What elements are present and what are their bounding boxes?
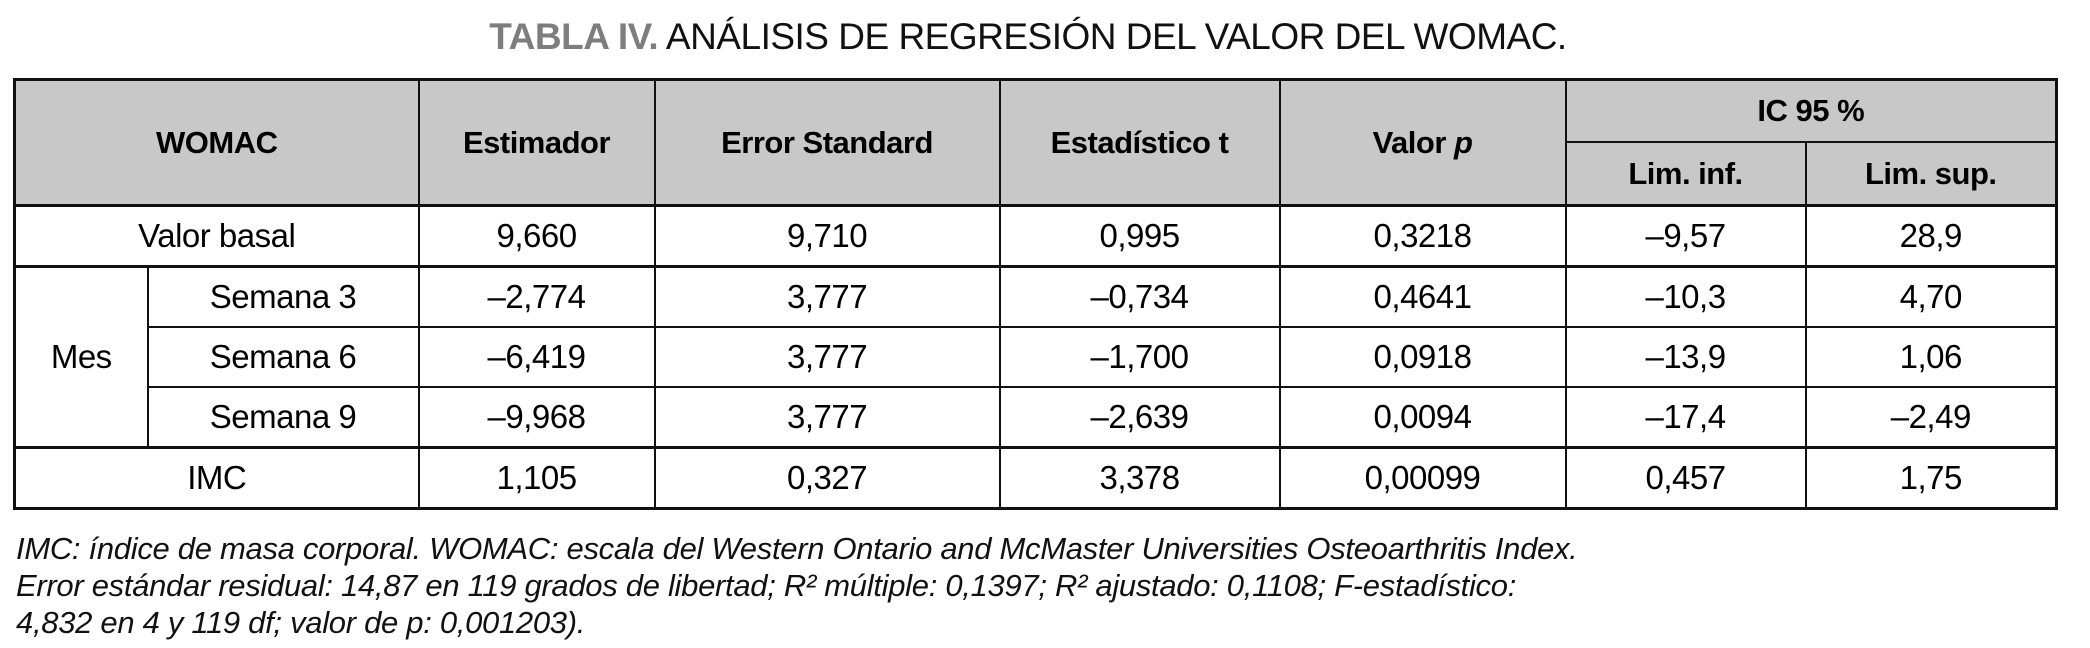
row-label-semana-3: Semana 3 (146, 265, 420, 328)
col-header-error-standard: Error Standard (653, 78, 1001, 207)
cell: 0,0094 (1278, 386, 1567, 449)
cell: –9,57 (1564, 204, 1807, 268)
cell: 9,710 (653, 204, 1001, 268)
header-row-2: Lim. inf. Lim. sup. (15, 141, 2058, 207)
cell: 0,4641 (1278, 265, 1567, 328)
cell: 3,777 (653, 386, 1001, 449)
cell: 3,777 (653, 265, 1001, 328)
footnote-line-3: 4,832 en 4 y 119 df; valor de p: 0,00120… (16, 605, 586, 640)
table-row-valor-basal: Valor basal 9,660 9,710 0,995 0,3218 –9,… (13, 204, 2058, 268)
cell: –17,4 (1564, 386, 1807, 449)
table-title-text: ANÁLISIS DE REGRESIÓN DEL VALOR DEL WOMA… (658, 16, 1567, 57)
valor-label: Valor (1372, 124, 1455, 160)
cell: 4,70 (1804, 265, 2058, 328)
cell: 0,00099 (1278, 446, 1567, 510)
table-footnotes: IMC: índice de masa corporal. WOMAC: esc… (16, 530, 2066, 641)
cell: –2,774 (417, 265, 656, 328)
cell: –6,419 (417, 326, 656, 388)
table-row-semana-9: Semana 9 –9,968 3,777 –2,639 0,0094 –17,… (15, 386, 2058, 449)
cell: 1,75 (1804, 446, 2058, 510)
table-title-label: TABLA IV. (489, 16, 659, 57)
table-title: TABLA IV. ANÁLISIS DE REGRESIÓN DEL VALO… (0, 16, 2056, 58)
table-row-semana-3: Mes Semana 3 –2,774 3,777 –0,734 0,4641 … (13, 265, 2058, 449)
table-row-semana-6: Semana 6 –6,419 3,777 –1,700 0,0918 –13,… (15, 326, 2058, 388)
col-header-womac: WOMAC (13, 78, 420, 207)
cell: 0,457 (1564, 446, 1807, 510)
cell: –2,49 (1804, 386, 2058, 449)
cell: 0,995 (998, 204, 1281, 268)
col-header-lim-sup: Lim. sup. (1804, 141, 2058, 207)
cell: –13,9 (1564, 326, 1807, 388)
col-header-lim-inf: Lim. inf. (1564, 141, 1807, 207)
row-label-imc: IMC (13, 446, 420, 510)
cell: 0,3218 (1278, 204, 1567, 268)
cell: 28,9 (1804, 204, 2058, 268)
cell: 0,0918 (1278, 326, 1567, 388)
cell: –10,3 (1564, 265, 1807, 328)
footnote-line-2: Error estándar residual: 14,87 en 119 gr… (16, 568, 1517, 603)
regression-table: WOMAC Estimador Error Standard Estadísti… (13, 78, 2059, 510)
cell: 3,378 (998, 446, 1281, 510)
row-label-valor-basal: Valor basal (13, 204, 420, 268)
cell: 9,660 (417, 204, 656, 268)
cell: 3,777 (653, 326, 1001, 388)
col-header-valor-p: Valor p (1278, 78, 1567, 207)
cell: –2,639 (998, 386, 1281, 449)
table-row-imc: IMC 1,105 0,327 3,378 0,00099 0,457 1,75 (13, 446, 2058, 510)
row-group-mes: Mes (13, 265, 149, 449)
cell: –1,700 (998, 326, 1281, 388)
col-header-ic95: IC 95 % (1564, 78, 2058, 143)
header-row-1: WOMAC Estimador Error Standard Estadísti… (13, 78, 2058, 207)
col-header-estimador: Estimador (417, 78, 656, 207)
cell: –0,734 (998, 265, 1281, 328)
col-header-estadistico-t: Estadístico t (998, 78, 1281, 207)
cell: 1,06 (1804, 326, 2058, 388)
cell: 1,105 (417, 446, 656, 510)
row-label-semana-9: Semana 9 (146, 386, 420, 449)
cell: –9,968 (417, 386, 656, 449)
valor-p-italic: p (1454, 124, 1473, 160)
cell: 0,327 (653, 446, 1001, 510)
footnote-line-1: IMC: índice de masa corporal. WOMAC: esc… (16, 531, 1578, 566)
row-label-semana-6: Semana 6 (146, 326, 420, 388)
